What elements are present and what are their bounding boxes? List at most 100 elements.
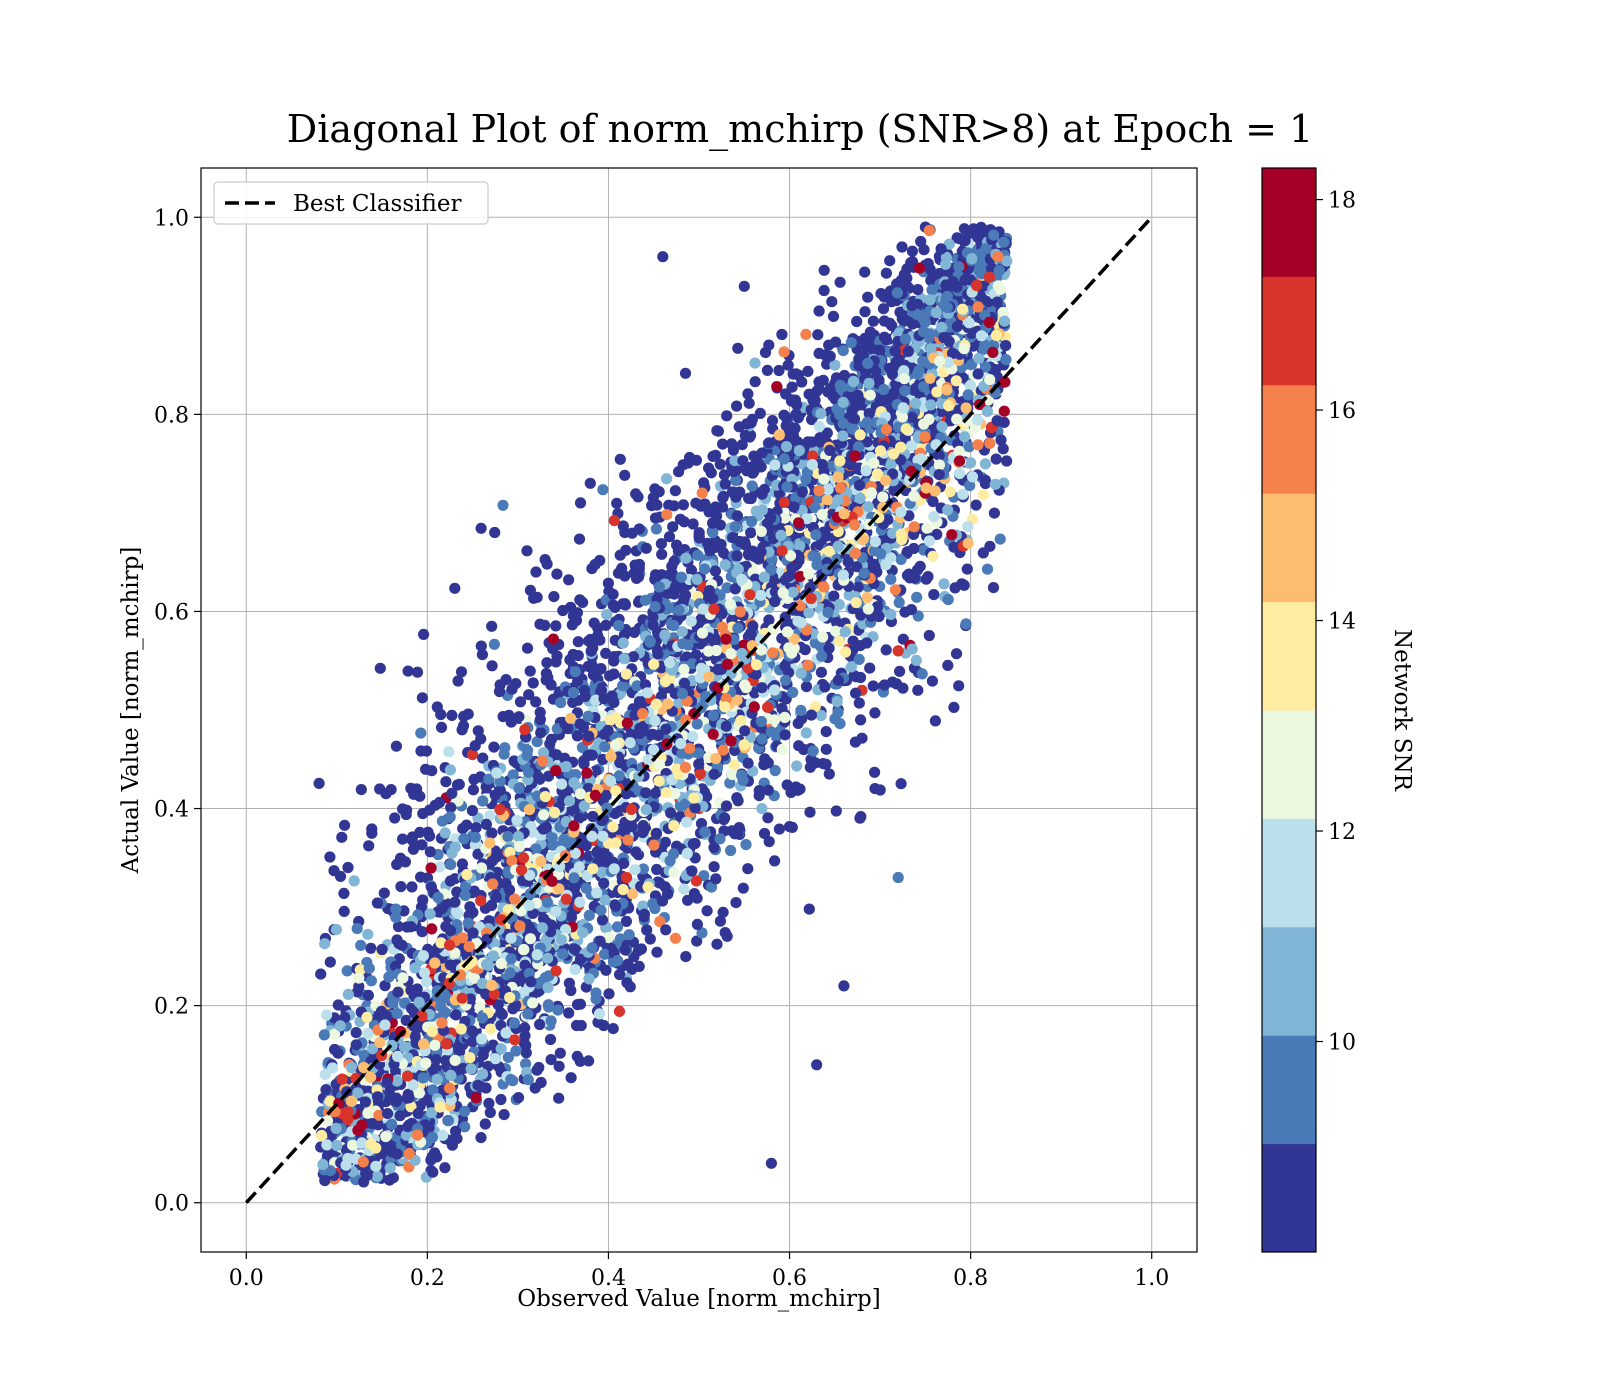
scatter-point	[586, 749, 598, 761]
scatter-point	[714, 458, 726, 470]
scatter-point	[519, 959, 531, 971]
scatter-point	[439, 827, 451, 839]
scatter-point	[595, 904, 607, 916]
scatter-point	[698, 477, 710, 489]
scatter-point	[988, 229, 1000, 241]
scatter-point	[749, 357, 761, 369]
scatter-point	[732, 622, 744, 634]
scatter-point	[705, 467, 717, 479]
scatter-point	[746, 515, 758, 528]
scatter-point	[885, 573, 897, 585]
scatter-point	[787, 686, 799, 699]
scatter-point	[803, 607, 815, 619]
scatter-point	[685, 564, 698, 577]
scatter-point	[869, 766, 881, 778]
scatter-point	[320, 1084, 332, 1096]
scatter-point	[391, 934, 403, 946]
scatter-point	[853, 479, 866, 491]
scatter-point	[928, 589, 940, 601]
scatter-point	[904, 572, 916, 584]
scatter-point	[970, 499, 982, 511]
scatter-point	[748, 450, 760, 462]
scatter-point	[486, 827, 498, 839]
scatter-point	[763, 546, 775, 558]
scatter-point	[756, 682, 768, 694]
scatter-point	[598, 1019, 610, 1032]
scatter-point	[786, 381, 798, 393]
scatter-point	[483, 1097, 495, 1109]
scatter-point	[321, 1009, 333, 1021]
scatter-point	[444, 764, 456, 776]
scatter-point	[827, 310, 840, 322]
scatter-point	[374, 783, 386, 795]
scatter-point	[748, 701, 760, 713]
scatter-point	[728, 759, 740, 771]
scatter-point	[567, 696, 579, 709]
scatter-point	[445, 859, 457, 871]
scatter-point	[400, 1129, 412, 1141]
scatter-point	[630, 488, 642, 500]
scatter-point	[693, 758, 705, 770]
scatter-point	[554, 1047, 566, 1059]
scatter-point	[647, 744, 660, 756]
scatter-point	[324, 851, 336, 863]
scatter-point	[406, 1003, 418, 1015]
scatter-point	[507, 1003, 519, 1015]
scatter-point	[497, 711, 509, 723]
scatter-point	[885, 552, 897, 564]
scatter-point	[990, 453, 1002, 465]
chart-title: Diagonal Plot of norm_mchirp (SNR>8) at …	[287, 107, 1313, 152]
scatter-point	[512, 1092, 525, 1104]
scatter-point	[362, 1107, 374, 1119]
scatter-point	[908, 542, 920, 555]
scatter-point	[694, 672, 707, 684]
scatter-point	[817, 758, 829, 770]
scatter-point	[927, 270, 939, 282]
scatter-point	[717, 438, 729, 450]
scatter-point	[382, 1108, 394, 1120]
scatter-point	[499, 742, 511, 754]
scatter-point	[365, 975, 377, 987]
scatter-point	[348, 875, 360, 887]
scatter-point	[387, 1172, 399, 1184]
scatter-point	[602, 577, 615, 589]
scatter-point	[936, 321, 948, 333]
scatter-point	[521, 545, 533, 557]
scatter-point	[914, 560, 926, 573]
scatter-point	[619, 599, 632, 611]
scatter-point	[676, 688, 689, 700]
scatter-point	[586, 942, 598, 954]
scatter-point	[324, 1165, 336, 1177]
scatter-point	[762, 784, 774, 796]
scatter-point	[852, 581, 864, 593]
scatter-point	[680, 951, 692, 963]
scatter-point	[402, 665, 414, 677]
scatter-point	[962, 520, 974, 533]
scatter-point	[773, 364, 785, 377]
scatter-point	[620, 915, 633, 928]
scatter-point	[792, 717, 804, 730]
scatter-point	[855, 609, 867, 621]
scatter-point	[334, 1020, 346, 1032]
scatter-point	[830, 625, 842, 637]
scatter-point	[873, 374, 885, 386]
scatter-point	[330, 924, 342, 936]
scatter-point	[435, 1001, 447, 1013]
scatter-point	[832, 706, 844, 719]
scatter-point	[1000, 340, 1012, 352]
scatter-point	[599, 894, 611, 906]
scatter-point	[474, 1001, 486, 1013]
scatter-point	[467, 927, 479, 939]
scatter-point	[984, 374, 996, 386]
scatter-point	[638, 908, 651, 920]
scatter-point	[619, 526, 631, 539]
scatter-point	[446, 787, 458, 800]
scatter-point	[352, 1087, 364, 1099]
scatter-point	[603, 988, 615, 1000]
scatter-point	[783, 642, 795, 654]
scatter-point	[782, 359, 794, 371]
scatter-point	[342, 861, 354, 874]
scatter-point	[628, 626, 640, 639]
scatter-point	[502, 1051, 514, 1063]
scatter-point	[779, 729, 791, 741]
